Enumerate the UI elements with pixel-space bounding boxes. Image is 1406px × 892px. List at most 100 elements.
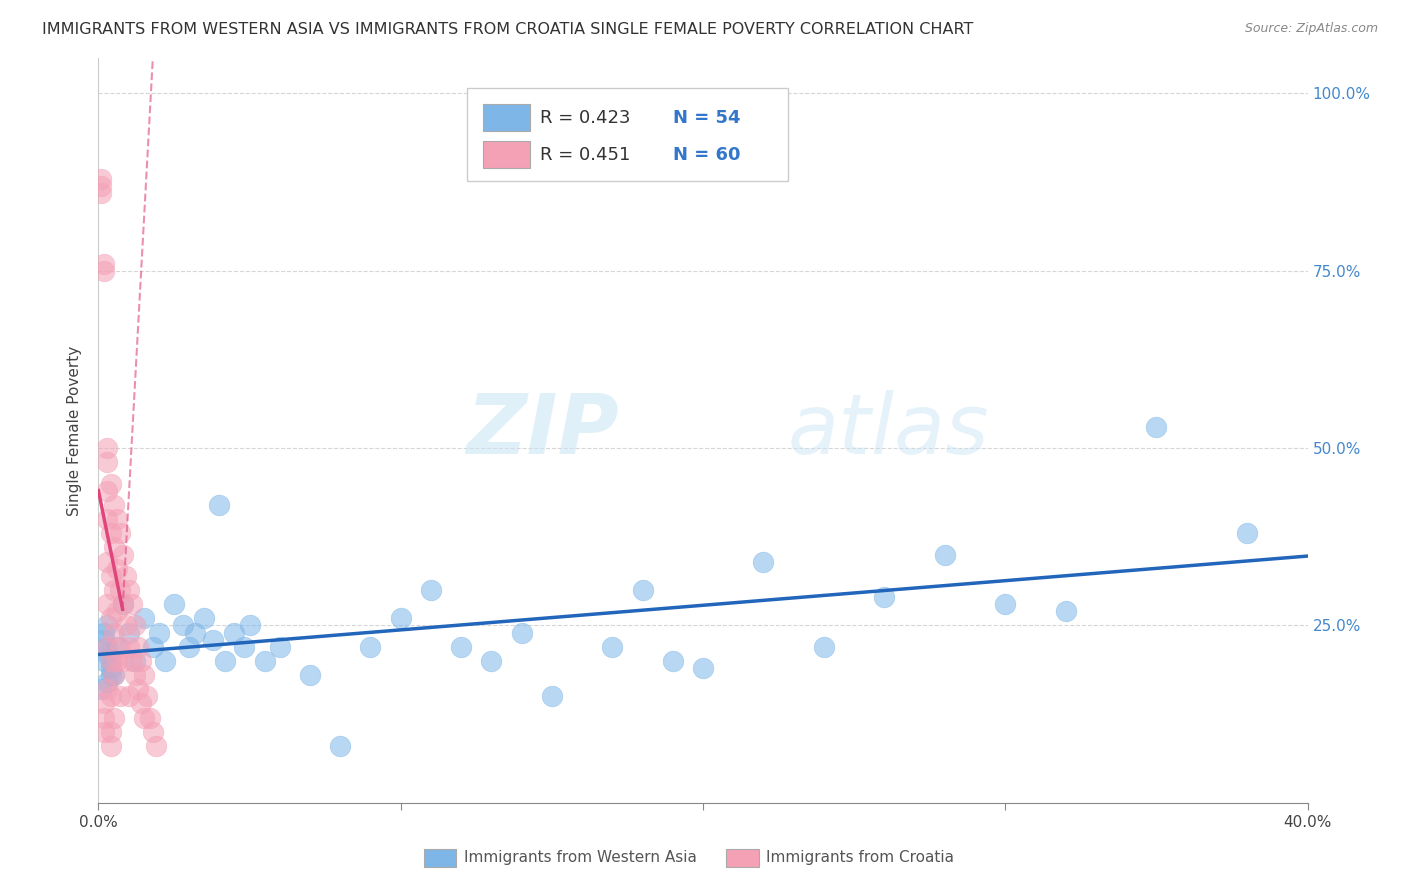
Point — [602, 640, 624, 654]
Point — [100, 654, 122, 668]
Text: ZIP: ZIP — [465, 390, 619, 471]
Point — [127, 640, 149, 654]
Point — [813, 640, 835, 654]
Point — [105, 562, 128, 576]
Point — [103, 668, 125, 682]
Point — [420, 582, 443, 597]
Y-axis label: Single Female Poverty: Single Female Poverty — [67, 345, 83, 516]
Point — [105, 640, 128, 654]
Point — [994, 597, 1017, 611]
Point — [90, 682, 112, 697]
Point — [100, 690, 122, 704]
Text: Immigrants from Western Asia: Immigrants from Western Asia — [464, 850, 696, 864]
Point — [631, 582, 654, 597]
Point — [111, 548, 134, 562]
Point — [1144, 420, 1167, 434]
Point — [873, 590, 896, 604]
Point — [360, 640, 382, 654]
Point — [96, 483, 118, 498]
Point — [96, 640, 118, 654]
Point — [124, 654, 146, 668]
FancyBboxPatch shape — [467, 87, 787, 181]
Point — [142, 724, 165, 739]
Point — [135, 690, 157, 704]
Point — [145, 739, 167, 753]
Point — [118, 582, 141, 597]
Point — [692, 661, 714, 675]
Point — [214, 654, 236, 668]
Point — [100, 654, 122, 668]
FancyBboxPatch shape — [725, 849, 759, 867]
Point — [239, 618, 262, 632]
Point — [202, 632, 225, 647]
Point — [208, 498, 231, 512]
Point — [129, 654, 152, 668]
Point — [100, 661, 122, 675]
Point — [96, 597, 118, 611]
Point — [118, 625, 141, 640]
Text: Source: ZipAtlas.com: Source: ZipAtlas.com — [1244, 22, 1378, 36]
Point — [103, 625, 125, 640]
Point — [129, 697, 152, 711]
Point — [142, 640, 165, 654]
Point — [232, 640, 254, 654]
Point — [103, 498, 125, 512]
Point — [105, 512, 128, 526]
Point — [90, 171, 112, 186]
Point — [96, 555, 118, 569]
Point — [100, 724, 122, 739]
Point — [481, 654, 503, 668]
Point — [124, 668, 146, 682]
Point — [540, 690, 562, 704]
Point — [108, 526, 131, 541]
Point — [127, 682, 149, 697]
Point — [299, 668, 322, 682]
Point — [132, 668, 155, 682]
Point — [329, 739, 352, 753]
Point — [934, 548, 956, 562]
Point — [752, 555, 775, 569]
Point — [103, 541, 125, 555]
Point — [184, 625, 207, 640]
Point — [124, 618, 146, 632]
Point — [121, 654, 143, 668]
Point — [103, 711, 125, 725]
Text: R = 0.423: R = 0.423 — [540, 109, 630, 127]
Point — [118, 640, 141, 654]
Point — [172, 618, 194, 632]
Point — [132, 611, 155, 625]
Point — [90, 178, 112, 193]
Text: IMMIGRANTS FROM WESTERN ASIA VS IMMIGRANTS FROM CROATIA SINGLE FEMALE POVERTY CO: IMMIGRANTS FROM WESTERN ASIA VS IMMIGRAN… — [42, 22, 973, 37]
Point — [1236, 526, 1258, 541]
Point — [1054, 604, 1077, 618]
Point — [93, 654, 115, 668]
Point — [90, 186, 112, 200]
Text: N = 54: N = 54 — [672, 109, 741, 127]
Point — [153, 654, 176, 668]
Point — [93, 724, 115, 739]
Text: Immigrants from Croatia: Immigrants from Croatia — [766, 850, 953, 864]
Point — [96, 675, 118, 690]
Point — [100, 526, 122, 541]
Text: N = 60: N = 60 — [672, 145, 741, 164]
Point — [96, 640, 118, 654]
Point — [93, 697, 115, 711]
Point — [450, 640, 472, 654]
Point — [114, 618, 136, 632]
Point — [96, 441, 118, 455]
Point — [96, 618, 118, 632]
Point — [179, 640, 201, 654]
Point — [108, 640, 131, 654]
Point — [108, 690, 131, 704]
Point — [100, 739, 122, 753]
Point — [148, 625, 170, 640]
Point — [510, 625, 533, 640]
Point — [121, 597, 143, 611]
Point — [163, 597, 186, 611]
Point — [253, 654, 276, 668]
Point — [139, 711, 162, 725]
Point — [93, 632, 115, 647]
FancyBboxPatch shape — [423, 849, 457, 867]
Text: atlas: atlas — [787, 390, 990, 471]
Point — [269, 640, 291, 654]
